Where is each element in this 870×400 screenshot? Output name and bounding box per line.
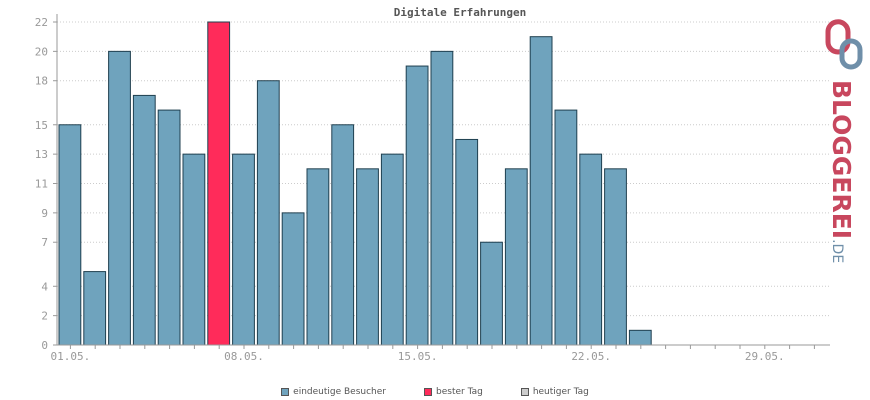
x-tick-label: 22.05. <box>571 350 611 363</box>
y-tick-label: 20 <box>35 45 48 58</box>
bar <box>132 94 156 346</box>
bar <box>331 124 355 346</box>
y-tick-label: 22 <box>35 16 48 29</box>
logo-tld: .DE <box>829 239 845 264</box>
bar <box>504 168 528 346</box>
bar <box>380 153 404 346</box>
bars-group <box>58 21 652 346</box>
legend-swatch-best <box>424 388 432 396</box>
legend-item-best: bester Tag <box>424 384 483 400</box>
x-tick-label: 01.05. <box>51 350 91 363</box>
bar-best-day <box>207 21 231 346</box>
y-tick-label: 0 <box>41 339 48 352</box>
y-tick-label: 13 <box>35 148 48 161</box>
bar <box>405 65 429 346</box>
bar <box>579 153 603 346</box>
x-tick-label: 08.05. <box>224 350 264 363</box>
bar <box>108 50 131 346</box>
bloggerei-logo: BLOGGEREI.DE <box>814 18 870 263</box>
y-tick-label: 18 <box>35 75 48 88</box>
bar <box>306 168 330 346</box>
bar <box>480 241 503 346</box>
bar <box>604 168 627 346</box>
y-tick-label: 2 <box>41 310 48 323</box>
bar <box>455 138 479 346</box>
bar <box>281 212 305 346</box>
bar <box>182 153 206 346</box>
legend-swatch-today <box>520 388 529 396</box>
y-tick-labels: 0 2 4 7 9 11 13 15 18 20 22 <box>35 16 49 352</box>
bar <box>628 329 652 346</box>
bar <box>157 109 181 346</box>
bar <box>430 50 454 346</box>
logo-word: BLOGGEREI <box>827 80 856 240</box>
bar <box>554 109 578 346</box>
chart-title: Digitale Erfahrungen <box>394 6 526 19</box>
legend-item-today: heutiger Tag <box>520 384 589 400</box>
bar <box>529 36 553 346</box>
bar <box>232 153 255 346</box>
y-tick-label: 9 <box>41 207 48 220</box>
bar <box>256 80 280 346</box>
bar <box>58 124 82 346</box>
bloggerei-logo-icon <box>825 19 863 70</box>
legend-label-visitors: eindeutige Besucher <box>293 387 386 397</box>
legend-label-today: heutiger Tag <box>532 387 589 397</box>
legend-swatch-visitors <box>281 388 290 396</box>
x-tick-label: 29.05. <box>745 350 785 363</box>
bar <box>83 271 107 346</box>
x-tick-label: 15.05. <box>398 350 438 363</box>
legend-item-visitors: eindeutige Besucher <box>281 384 386 400</box>
y-tick-label: 7 <box>41 236 48 249</box>
x-tick-labels: 01.05. 08.05. 15.05. 22.05. 29.05. <box>51 350 785 363</box>
y-tick-label: 15 <box>35 119 48 132</box>
bar <box>356 168 379 346</box>
bloggerei-wordmark: BLOGGEREI.DE <box>827 80 858 263</box>
axes <box>53 14 830 349</box>
chart-legend: eindeutige Besucher bester Tag heutiger … <box>0 384 870 400</box>
y-tick-label: 4 <box>41 280 48 293</box>
legend-label-best: bester Tag <box>436 387 483 397</box>
y-tick-label: 11 <box>35 178 48 191</box>
